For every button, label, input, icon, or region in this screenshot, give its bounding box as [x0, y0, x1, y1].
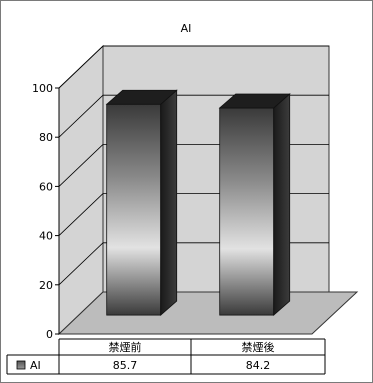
y-tick-label: 0 — [46, 328, 53, 341]
chart-title: AI — [181, 22, 192, 35]
gridline-side — [58, 94, 104, 138]
y-tick-label: 60 — [39, 180, 53, 193]
floor — [57, 291, 359, 335]
data-value-label: 85.7 — [113, 359, 138, 372]
legend-label: AI — [30, 359, 41, 372]
bar — [105, 89, 178, 316]
y-tick-label: 100 — [32, 82, 53, 95]
plot-walls — [57, 44, 359, 336]
data-value-label: 84.2 — [246, 359, 271, 372]
gridline-side — [58, 242, 104, 286]
legend-swatch — [16, 360, 26, 370]
data-table: 禁煙前 85.7 禁煙後 84.2 AI — [6, 338, 326, 375]
x-category-label: 禁煙前 — [109, 340, 142, 354]
x-category-label: 禁煙後 — [242, 340, 275, 354]
y-axis — [55, 87, 60, 335]
side-wall — [58, 44, 104, 336]
gridline-side — [58, 193, 104, 236]
bar-front — [106, 103, 162, 316]
bar-front — [219, 107, 275, 316]
y-tick-label: 20 — [39, 279, 53, 292]
bar — [218, 93, 291, 316]
bar-top — [105, 89, 178, 105]
bars — [105, 89, 291, 316]
bar-top — [218, 93, 291, 109]
y-tick-label: 80 — [39, 131, 53, 144]
y-tick-labels: 0 20 40 60 80 100 — [32, 82, 53, 341]
bar-side — [273, 93, 291, 316]
gridline-side — [58, 45, 104, 89]
gridline-side — [58, 144, 104, 187]
bar-side — [160, 89, 178, 316]
y-tick-label: 40 — [39, 230, 53, 243]
